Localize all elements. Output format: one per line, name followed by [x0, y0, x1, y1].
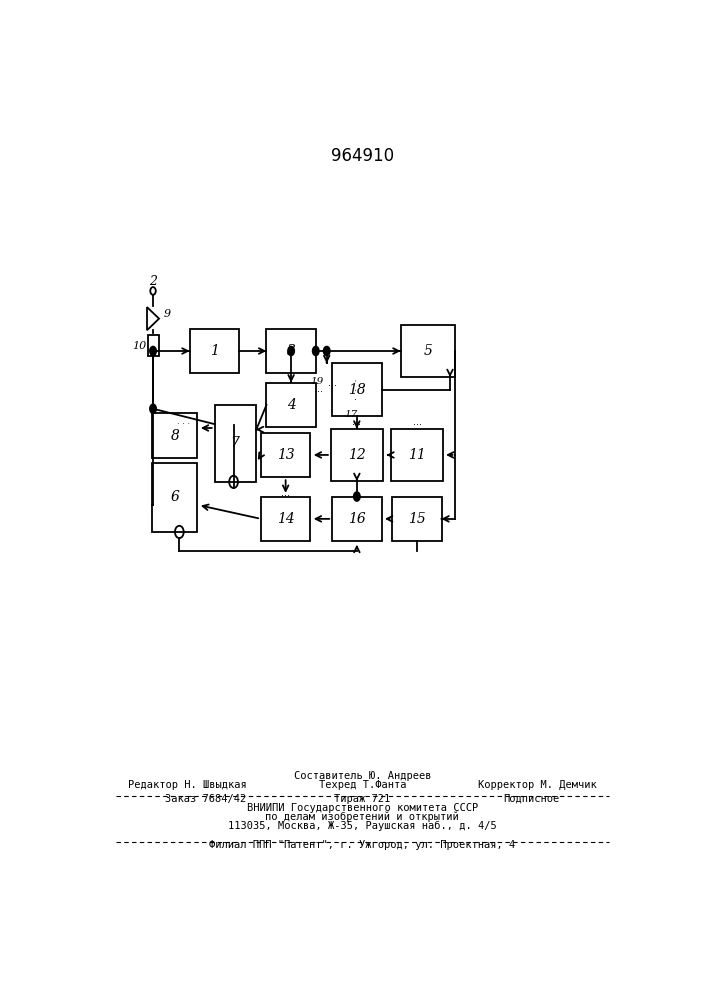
- Text: 6: 6: [170, 490, 180, 504]
- Text: Филиал ППП "Патент", г. Ужгород, ул. Проектная, 4: Филиал ППП "Патент", г. Ужгород, ул. Про…: [209, 840, 515, 850]
- Text: ...: ...: [352, 417, 361, 427]
- Text: 11: 11: [408, 448, 426, 462]
- Text: Редактор Н. Швыдкая: Редактор Н. Швыдкая: [128, 780, 246, 790]
- Text: 2: 2: [149, 275, 157, 288]
- Text: 18: 18: [348, 382, 366, 396]
- Text: 13: 13: [276, 448, 295, 462]
- Text: Техред Т.Фанта: Техред Т.Фанта: [319, 780, 406, 790]
- Circle shape: [150, 346, 156, 356]
- Text: 5: 5: [423, 344, 433, 358]
- Text: Тираж 721: Тираж 721: [334, 794, 390, 804]
- Text: Корректор М. Демчик: Корректор М. Демчик: [479, 780, 597, 790]
- Text: ...: ...: [328, 378, 337, 388]
- Text: 964910: 964910: [331, 147, 394, 165]
- Circle shape: [150, 404, 156, 413]
- Text: Заказ 7684/42: Заказ 7684/42: [165, 794, 246, 804]
- Bar: [153, 413, 197, 458]
- Circle shape: [288, 346, 294, 356]
- Bar: [267, 329, 316, 373]
- Text: · · ·: · · ·: [177, 420, 190, 429]
- Text: 8: 8: [170, 429, 180, 443]
- Text: 17: 17: [345, 410, 358, 419]
- Text: Подписное: Подписное: [503, 794, 560, 804]
- Text: 12: 12: [348, 448, 366, 462]
- Text: 14: 14: [276, 512, 295, 526]
- Bar: [261, 433, 310, 477]
- Text: 9: 9: [163, 309, 170, 319]
- Bar: [261, 497, 310, 541]
- Text: 10: 10: [132, 341, 146, 351]
- Text: ...: ...: [413, 417, 421, 427]
- Text: 16: 16: [348, 512, 366, 526]
- Text: 3: 3: [286, 344, 296, 358]
- Text: ВНИИПИ Государственного комитета СССР: ВНИИПИ Государственного комитета СССР: [247, 803, 478, 813]
- Bar: [331, 429, 383, 481]
- Text: ...: ...: [314, 384, 323, 394]
- Bar: [148, 335, 158, 356]
- Text: 113035, Москва, Ж-35, Раушская наб., д. 4/5: 113035, Москва, Ж-35, Раушская наб., д. …: [228, 821, 497, 831]
- Text: ...: ...: [281, 488, 290, 498]
- Text: 15: 15: [408, 512, 426, 526]
- Bar: [401, 325, 455, 377]
- Text: 19: 19: [311, 377, 324, 386]
- Text: 1: 1: [210, 344, 219, 358]
- Circle shape: [323, 346, 330, 356]
- Bar: [391, 429, 443, 481]
- Bar: [332, 363, 382, 416]
- Text: по делам изобретений и открытий: по делам изобретений и открытий: [265, 812, 460, 822]
- Circle shape: [312, 346, 319, 356]
- Bar: [215, 405, 256, 482]
- Bar: [392, 497, 442, 541]
- Text: ·  ·  ·: · · ·: [352, 379, 362, 400]
- Text: 7: 7: [230, 436, 240, 450]
- Text: Составитель Ю. Андреев: Составитель Ю. Андреев: [293, 771, 431, 781]
- Bar: [189, 329, 239, 373]
- Text: 4: 4: [286, 398, 296, 412]
- Bar: [267, 383, 316, 427]
- Bar: [332, 497, 382, 541]
- Circle shape: [354, 492, 360, 501]
- Bar: [153, 463, 197, 532]
